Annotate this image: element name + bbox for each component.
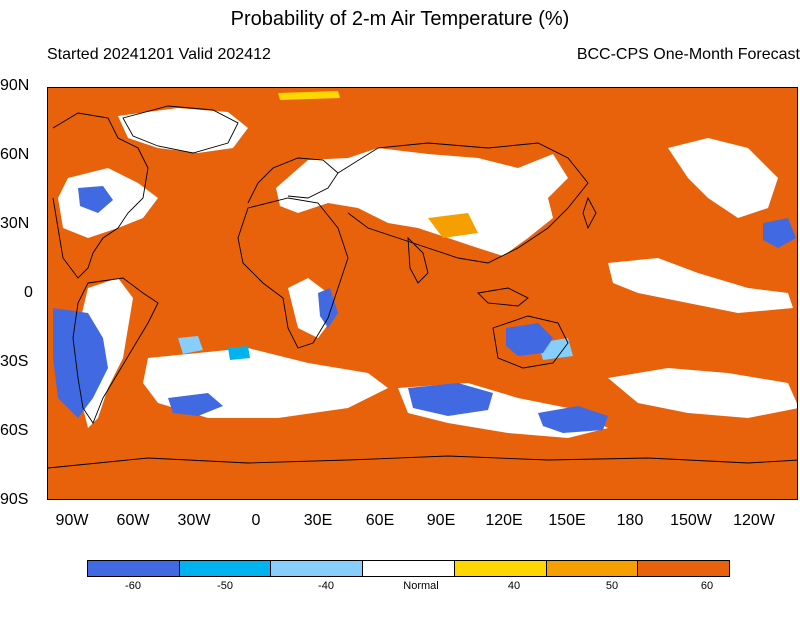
colorbar-box-cold50 <box>179 561 272 576</box>
colorbar-label-warm40: 40 <box>507 580 521 592</box>
lat-label-30s: 30S <box>0 353 29 370</box>
region-normal-eurasia <box>276 148 568 256</box>
lon-label-60w: 60W <box>116 512 150 529</box>
coast-europe <box>247 157 339 204</box>
lon-label-30w: 30W <box>177 512 211 529</box>
colorbar-label-cold60: -60 <box>125 580 141 592</box>
coast-africa <box>237 197 349 349</box>
map-title: Probability of 2-m Air Temperature (%) <box>230 8 570 30</box>
region-cold60-northamerica <box>78 186 113 213</box>
coast-south-america <box>72 277 159 424</box>
colorbar <box>87 560 730 577</box>
region-warm50-1 <box>428 213 478 238</box>
map-canvas <box>48 91 797 469</box>
lon-label-60e: 60E <box>365 512 395 529</box>
region-normal-southband-3 <box>608 368 797 418</box>
forecast-source: BCC-CPS One-Month Forecast <box>576 46 800 63</box>
region-cold50-1 <box>228 346 250 360</box>
region-normal-greenland-top <box>118 108 248 153</box>
colorbar-label-normal: Normal <box>403 580 439 592</box>
lat-label-30n: 30N <box>0 215 30 232</box>
lon-label-120e: 120E <box>485 512 523 529</box>
lon-label-150e: 150E <box>548 512 586 529</box>
region-cold60-southamerica <box>53 308 108 418</box>
lat-label-90s: 90S <box>0 491 29 508</box>
region-normal-pacific <box>608 258 793 313</box>
lon-label-90w: 90W <box>55 512 89 529</box>
colorbar-box-cold60 <box>88 561 180 576</box>
coastlines <box>48 105 797 469</box>
colorbar-label-cold50: -50 <box>217 580 233 592</box>
coast-indonesia <box>477 287 529 307</box>
colorbar-box-warm60 <box>638 561 730 576</box>
coast-india <box>407 236 429 284</box>
probability-regions <box>53 91 797 438</box>
colorbar-box-cold40 <box>271 561 364 576</box>
lat-label-eq: 0 <box>24 284 33 301</box>
lon-label-150w: 150W <box>670 512 712 529</box>
lon-label-90e: 90E <box>426 512 456 529</box>
region-normal-siberia <box>668 138 778 218</box>
lat-label-60s: 60S <box>0 422 29 439</box>
colorbar-box-normal <box>363 561 455 576</box>
region-cold60-southocean-3 <box>168 393 223 416</box>
region-warm40-1 <box>278 91 340 100</box>
coast-antarctica <box>48 455 797 469</box>
region-cold60-africa-east <box>318 288 338 328</box>
lat-label-90n: 90N <box>0 77 30 94</box>
colorbar-box-warm40 <box>454 561 547 576</box>
region-cold60-australia <box>506 323 553 356</box>
coast-australia <box>492 315 569 369</box>
probability-map <box>47 87 798 500</box>
lon-label-180: 180 <box>616 512 644 529</box>
coast-north-america <box>52 112 149 279</box>
region-cold60-southocean-1 <box>408 383 493 416</box>
lon-label-120w: 120W <box>733 512 775 529</box>
coast-greenland <box>122 105 239 154</box>
colorbar-label-cold40: -40 <box>318 580 334 592</box>
region-cold60-eastpacific <box>763 218 796 248</box>
lon-label-0: 0 <box>251 512 261 529</box>
colorbar-label-warm60: 60 <box>700 580 714 592</box>
coast-japan <box>582 196 597 230</box>
lat-label-60n: 60N <box>0 146 30 163</box>
lon-label-30e: 30E <box>303 512 333 529</box>
region-cold40-1 <box>178 336 203 354</box>
colorbar-box-warm50 <box>546 561 639 576</box>
forecast-dates: Started 20241201 Valid 202412 <box>47 46 271 63</box>
colorbar-label-warm50: 50 <box>605 580 619 592</box>
region-cold60-southocean-2 <box>538 406 608 433</box>
